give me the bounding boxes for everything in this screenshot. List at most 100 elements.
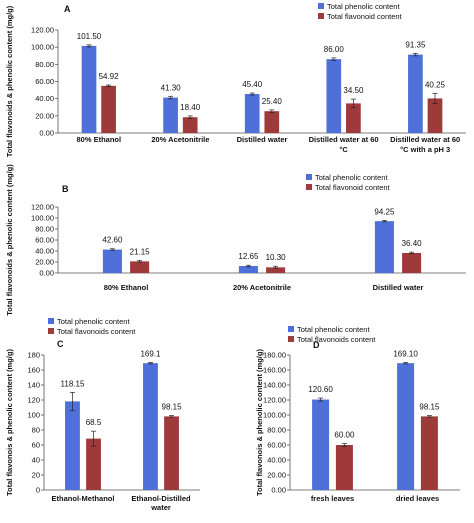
legend-swatch [318,13,324,19]
data-label: 86.00 [324,45,345,54]
bar-phenolic [312,399,330,490]
chart-panel-a: 0.00 20.00 40.00 60.00 80.00 100.00 120.00 Tota… [5,2,466,157]
y-tick-label: 0.00 [39,129,54,138]
y-tick-label: 60.00 [267,441,286,450]
data-label: 25.40 [262,97,283,106]
y-tick-label: 100.00 [31,43,54,52]
data-label: 101.50 [77,32,102,41]
bar-phenolic [65,401,80,490]
legend-swatch [306,184,312,190]
legend-swatch [306,174,312,180]
bar-flavonoid [346,103,361,133]
data-label: 21.15 [130,248,151,257]
data-label: 18.40 [180,103,201,112]
x-category-label: Distilled water [237,135,288,144]
data-label: 98.15 [162,403,183,412]
data-label: 45.40 [242,80,263,89]
x-category-label: Ethanol-Methanol [52,494,115,503]
data-label: 94.25 [374,207,395,216]
x-category-label: 20% Acetonitrile [151,135,209,144]
y-tick-label: 0.00 [39,269,54,278]
data-label: 12.65 [238,252,259,261]
bar-phenolic [143,363,158,490]
y-tick-label: 40.00 [35,94,54,103]
y-tick-label: 20.00 [35,111,54,120]
x-category-label: Distilled water at 60 [390,135,460,144]
legend-label: Total phenolic content [315,173,388,182]
data-label: 42.60 [102,236,123,245]
data-label: 10.30 [266,253,287,262]
data-label: 40.25 [425,80,446,89]
bar-flavonoid [266,267,286,273]
y-tick-label: 20.00 [267,471,286,480]
x-category-label: Distilled water at 60 [309,135,379,144]
legend-swatch [48,318,54,324]
data-label: 41.30 [161,83,182,92]
x-category-label: 80% Ethanol [104,283,149,292]
x-category-label: Ethanol-Distilled [131,494,191,503]
y-tick-label: 60 [32,441,40,450]
legend-label: Total flavonoids content [297,335,376,344]
y-tick-label: 80.00 [35,225,54,234]
x-category-label: °C with a pH 3 [400,145,450,154]
bar-flavonoid [427,98,443,133]
bar-flavonoid [130,261,150,273]
y-axis-title: Total flavonoids & phenolic content (mg/… [5,5,14,157]
x-category-label: 80% Ethanol [77,135,122,144]
y-axis-title: Total flavonoids & phenolic content (mg/… [5,164,14,316]
y-tick-label: 140.00 [263,381,286,390]
panel-label: C [57,339,64,349]
panel-label: B [62,184,69,194]
y-tick-label: 120.00 [31,203,54,212]
data-label: 169.10 [393,349,418,358]
bar-phenolic [326,59,342,133]
y-tick-label: 80.00 [35,60,54,69]
x-category-label: °C [339,145,348,154]
bar-flavonoid [164,416,179,490]
bar-flavonoid [402,252,422,273]
bar-flavonoid [335,445,353,490]
bar-phenolic [374,221,394,273]
x-category-label: Distilled water [373,283,424,292]
y-tick-label: 20.00 [35,258,54,267]
data-label: 68.5 [86,418,102,427]
data-label: 60.00 [334,431,355,440]
bar-flavonoid [420,416,438,490]
bar-flavonoid [101,85,116,133]
x-category-label: 20% Acetonitrile [233,283,291,292]
data-label: 91.35 [405,40,426,49]
y-tick-label: 40 [32,456,40,465]
y-tick-label: 140 [27,381,40,390]
panel-label: A [64,4,71,14]
data-label: 120.60 [308,385,333,394]
y-tick-label: 100 [27,411,40,420]
legend-label: Total flavonoid content [327,12,403,21]
chart-panel-b: 0.00 20.00 40.00 60.00 80.00 100.00 120.00 Tota… [5,164,466,316]
legend-swatch [48,328,54,334]
y-tick-label: 160.00 [263,366,286,375]
bar-phenolic [81,45,97,133]
y-tick-label: 100.00 [263,411,286,420]
y-tick-label: 100.00 [31,214,54,223]
legend-label: Total flavonoids content [57,327,136,336]
legend-label: Total phenolic content [297,325,370,334]
data-label: 98.15 [419,403,440,412]
y-axis-title: Total flavonois & phenolic content (mg/g… [5,349,14,496]
data-label: 36.40 [402,239,423,248]
y-tick-label: 80.00 [267,426,286,435]
y-tick-label: 40.00 [35,247,54,256]
bar-phenolic [397,363,415,490]
data-label: 54.92 [99,72,120,81]
y-tick-label: 160 [27,366,40,375]
x-category-label: fresh leaves [311,494,354,503]
bar-flavonoid [86,438,101,490]
data-label: 118.15 [61,379,85,388]
y-tick-label: 180 [27,351,40,360]
x-category-label: dried leaves [396,494,439,503]
y-tick-label: 0 [36,486,40,495]
y-tick-label: 20 [32,471,40,480]
y-tick-label: 60.00 [35,77,54,86]
